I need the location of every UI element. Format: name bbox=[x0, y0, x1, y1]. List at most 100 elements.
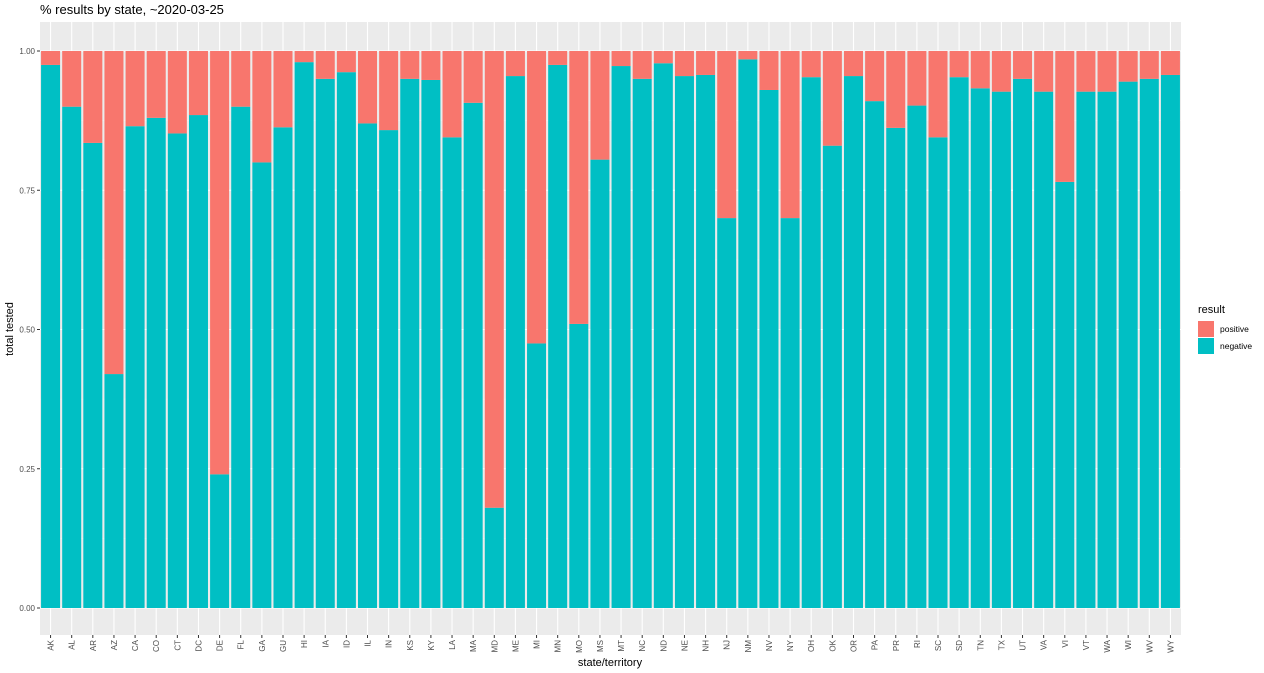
x-tick-label: DE bbox=[216, 640, 225, 651]
y-tick-label: 0.00 bbox=[19, 604, 35, 613]
bar-negative-ca bbox=[125, 126, 145, 608]
bar-negative-ny bbox=[780, 218, 800, 608]
bar-positive-wi bbox=[1118, 51, 1138, 82]
y-tick-label: 0.25 bbox=[19, 465, 35, 474]
x-tick-label: IA bbox=[321, 639, 330, 647]
bar-negative-id bbox=[336, 72, 356, 608]
x-tick-label: WA bbox=[1103, 639, 1112, 652]
bar-negative-wy bbox=[1160, 74, 1180, 609]
x-tick-label: CO bbox=[152, 640, 161, 652]
bar-positive-nc bbox=[632, 51, 652, 79]
bar-negative-nv bbox=[759, 89, 779, 609]
x-tick-label: WY bbox=[1166, 639, 1175, 653]
bar-negative-tx bbox=[991, 91, 1011, 608]
bar-positive-mo bbox=[569, 51, 589, 324]
x-axis-title: state/territory bbox=[578, 657, 643, 669]
bar-negative-va bbox=[1034, 91, 1054, 608]
plot-panel bbox=[40, 22, 1181, 635]
bar-positive-ms bbox=[590, 51, 610, 160]
bar-positive-ct bbox=[167, 51, 187, 134]
bar-negative-mt bbox=[611, 66, 631, 608]
bar-positive-ar bbox=[83, 51, 103, 143]
x-tick-label: OH bbox=[807, 640, 816, 652]
bar-positive-wv bbox=[1139, 51, 1159, 79]
x-tick-label: OK bbox=[828, 639, 837, 651]
bar-positive-tx bbox=[991, 51, 1011, 92]
bar-negative-co bbox=[146, 117, 166, 608]
x-tick-label: WV bbox=[1145, 639, 1154, 653]
x-tick-label: SC bbox=[934, 640, 943, 651]
bar-positive-ia bbox=[315, 51, 335, 79]
legend: result positive negative bbox=[1198, 304, 1252, 354]
x-tick-label: CT bbox=[173, 640, 182, 651]
bar-negative-pr bbox=[886, 127, 906, 608]
x-tick-label: HI bbox=[300, 640, 309, 648]
bar-negative-ak bbox=[41, 64, 61, 609]
x-tick-label: MI bbox=[533, 640, 542, 649]
bar-negative-ut bbox=[1013, 78, 1033, 609]
x-tick-label: RI bbox=[913, 640, 922, 648]
x-tick-label: TX bbox=[997, 639, 1006, 650]
bar-positive-ut bbox=[1013, 51, 1033, 79]
bar-negative-az bbox=[104, 374, 124, 608]
x-tick-label: MD bbox=[490, 640, 499, 653]
bar-negative-oh bbox=[801, 77, 821, 608]
x-tick-label: AZ bbox=[110, 640, 119, 650]
bar-positive-or bbox=[843, 51, 863, 77]
bar-negative-ms bbox=[590, 159, 610, 609]
bar-positive-mn bbox=[548, 51, 568, 65]
x-tick-label: NY bbox=[786, 639, 795, 651]
bar-positive-nh bbox=[696, 51, 716, 75]
x-tick-label: NC bbox=[638, 640, 647, 652]
bar-positive-al bbox=[62, 51, 82, 107]
y-tick-label: 0.75 bbox=[19, 186, 35, 195]
bar-negative-nm bbox=[738, 59, 758, 609]
legend-label-negative: negative bbox=[1220, 341, 1252, 351]
bar-positive-hi bbox=[294, 51, 314, 63]
bar-positive-de bbox=[210, 51, 230, 475]
bar-positive-nv bbox=[759, 51, 779, 90]
bar-positive-sd bbox=[949, 51, 969, 78]
bar-negative-in bbox=[379, 130, 399, 608]
x-tick-label: SD bbox=[955, 640, 964, 651]
x-tick-label: LA bbox=[448, 639, 457, 649]
bar-negative-ky bbox=[421, 79, 441, 609]
x-tick-label: VI bbox=[1061, 640, 1070, 648]
bar-negative-mn bbox=[548, 64, 568, 609]
bar-negative-ma bbox=[463, 102, 483, 609]
bar-positive-ca bbox=[125, 51, 145, 127]
x-tick-label: MO bbox=[575, 640, 584, 653]
bar-negative-hi bbox=[294, 62, 314, 608]
x-tick-label: GU bbox=[279, 640, 288, 652]
x-tick-label: NV bbox=[765, 639, 774, 651]
bar-negative-de bbox=[210, 474, 230, 608]
bar-negative-ct bbox=[167, 133, 187, 608]
x-tick-label: IL bbox=[364, 639, 373, 646]
bar-positive-il bbox=[358, 51, 378, 124]
bar-positive-mt bbox=[611, 51, 631, 67]
x-tick-label: ND bbox=[659, 640, 668, 652]
bar-positive-mi bbox=[527, 51, 547, 344]
bar-positive-ok bbox=[822, 51, 842, 146]
x-tick-label: OR bbox=[849, 640, 858, 652]
bar-positive-me bbox=[505, 51, 525, 77]
bar-negative-mi bbox=[527, 343, 547, 608]
x-tick-label: PR bbox=[892, 640, 901, 651]
x-tick-label: AL bbox=[68, 639, 77, 649]
x-tick-label: MA bbox=[469, 639, 478, 652]
x-tick-label: FL bbox=[237, 639, 246, 649]
bar-negative-vt bbox=[1076, 91, 1096, 608]
bar-positive-nj bbox=[717, 51, 737, 219]
legend-title: result bbox=[1198, 304, 1225, 316]
bar-positive-nm bbox=[738, 51, 758, 60]
bar-positive-ky bbox=[421, 51, 441, 80]
x-tick-label: NJ bbox=[723, 640, 732, 650]
legend-key-negative bbox=[1198, 338, 1214, 354]
bar-positive-sc bbox=[928, 51, 948, 138]
bar-positive-in bbox=[379, 51, 399, 131]
y-tick-label: 1.00 bbox=[19, 47, 35, 56]
bar-positive-vt bbox=[1076, 51, 1096, 92]
bar-negative-wv bbox=[1139, 78, 1159, 609]
x-tick-label: NH bbox=[702, 640, 711, 652]
bar-positive-pr bbox=[886, 51, 906, 128]
